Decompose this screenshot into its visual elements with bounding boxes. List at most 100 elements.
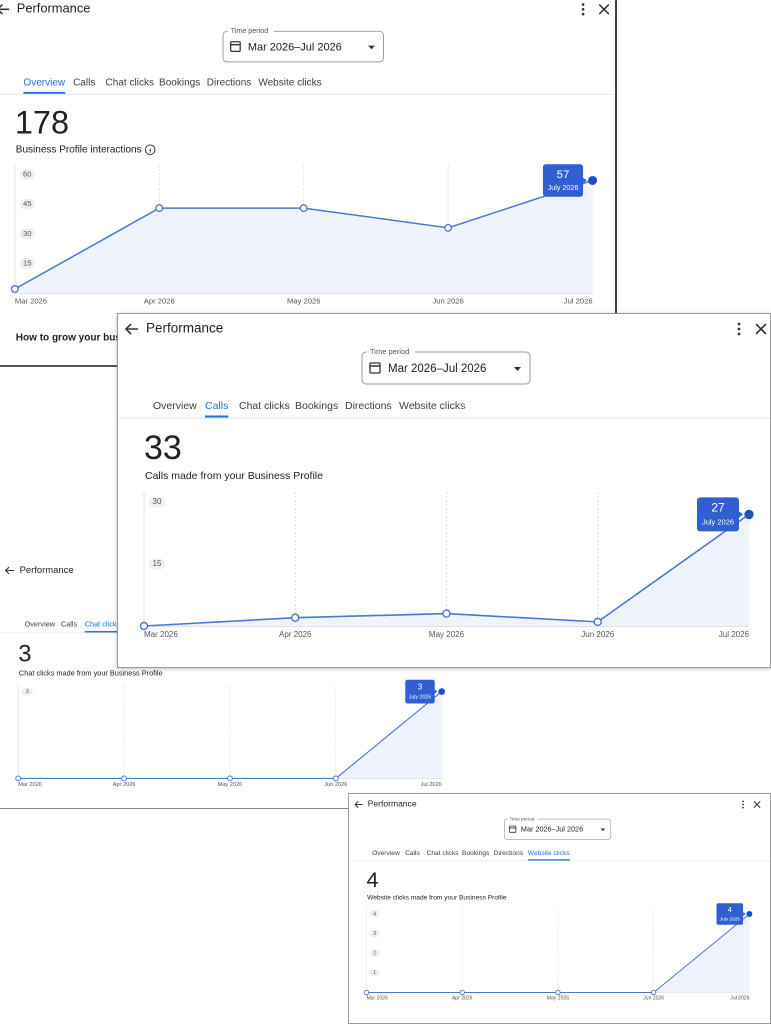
tab[interactable]: Bookings [159, 78, 200, 89]
time-period-label-bg [367, 347, 415, 357]
y-tick-pill [19, 198, 35, 210]
dropdown-arrow[interactable] [368, 45, 375, 50]
x-tick-label: May 2026 [218, 782, 243, 788]
point[interactable] [363, 989, 369, 995]
y-tick-label: 3 [26, 689, 29, 695]
dropdown-arrow[interactable] [600, 828, 605, 831]
point[interactable] [291, 613, 300, 622]
selected-point[interactable] [588, 175, 598, 185]
more-menu-dot[interactable] [737, 322, 741, 326]
point[interactable] [442, 609, 451, 618]
tab[interactable]: Chat clicks [239, 400, 290, 412]
close-button[interactable] [752, 800, 761, 808]
time-period-label: Time period [509, 816, 534, 822]
y-tick-label: 1 [373, 970, 376, 976]
tab[interactable]: Overview [153, 400, 197, 412]
close-button[interactable] [755, 323, 767, 335]
close-button[interactable] [598, 4, 610, 15]
x-tick-label: Apr 2026 [451, 995, 472, 1001]
tooltip [405, 679, 435, 703]
selected-point[interactable] [745, 910, 752, 917]
point[interactable] [10, 285, 19, 294]
back-arrow[interactable] [4, 566, 14, 574]
y-tick-pill [149, 558, 165, 570]
tab[interactable]: Bookings [462, 849, 490, 856]
point[interactable] [121, 774, 128, 781]
tab[interactable]: Calls [205, 400, 228, 412]
selected-point[interactable] [744, 509, 754, 520]
more-menu-dot[interactable] [741, 799, 744, 802]
back-arrow[interactable] [0, 4, 10, 15]
calendar-icon [508, 825, 516, 833]
tab[interactable]: Chat clicks [85, 619, 121, 628]
x-tick-label: Mar 2026 [18, 782, 42, 788]
header-title: Performance [20, 565, 74, 576]
y-tick-label: 60 [23, 170, 31, 179]
x-tick-label: Jun 2026 [324, 782, 347, 788]
more-menu-dot[interactable] [741, 803, 744, 805]
time-period-value: Mar 2026–Jul 2026 [248, 41, 342, 53]
back-arrow[interactable] [353, 800, 363, 808]
x-tick-label: Jul 2026 [719, 630, 750, 639]
tab[interactable]: Overview [372, 849, 400, 856]
tab[interactable]: Website clicks [527, 849, 570, 856]
tooltip [542, 164, 584, 197]
tab[interactable]: Bookings [295, 400, 338, 412]
tab[interactable]: Calls [405, 849, 420, 856]
point[interactable] [139, 621, 149, 631]
tab[interactable]: Overview [23, 78, 66, 89]
x-tick-label: Jul 2026 [564, 297, 593, 306]
point[interactable] [593, 617, 602, 627]
time-period-box[interactable] [361, 351, 531, 385]
point[interactable] [299, 204, 308, 213]
area [18, 691, 442, 778]
y-tick-label: 30 [153, 497, 162, 506]
active-tab-indicator [527, 858, 570, 861]
tooltip-label: July 2026 [409, 694, 432, 700]
tab[interactable]: Website clicks [399, 400, 465, 412]
point[interactable] [332, 774, 339, 781]
metric-label: Website clicks made from your Business P… [367, 894, 507, 901]
point[interactable] [459, 989, 465, 995]
more-menu-dot[interactable] [581, 3, 585, 6]
time-period-box[interactable] [503, 818, 611, 840]
point[interactable] [554, 989, 561, 995]
y-tick-pill [369, 929, 380, 937]
point[interactable] [650, 989, 656, 995]
active-tab-indicator [205, 415, 229, 418]
y-tick-label: 4 [373, 911, 376, 917]
point[interactable] [227, 774, 233, 781]
total-value: 178 [15, 104, 69, 140]
tab[interactable]: Directions [345, 400, 392, 412]
tab[interactable]: Calls [61, 619, 78, 628]
more-menu-dot[interactable] [581, 12, 585, 16]
tab[interactable]: Website clicks [258, 78, 321, 89]
info-icon[interactable] [144, 144, 156, 155]
tab[interactable]: Directions [207, 78, 252, 89]
time-period-label: Time period [231, 27, 269, 35]
tab[interactable]: Overview [25, 619, 56, 628]
tooltip-value: 57 [557, 169, 570, 181]
tab[interactable]: Calls [73, 78, 95, 89]
time-period-value: Mar 2026–Jul 2026 [520, 824, 582, 833]
time-period-box[interactable] [222, 30, 384, 63]
tooltip-label: July 2026 [702, 517, 734, 526]
tab[interactable]: Chat clicks [106, 78, 154, 89]
tooltip-pointer [742, 911, 746, 916]
more-menu-dot[interactable] [737, 332, 741, 336]
point[interactable] [155, 204, 164, 213]
more-menu-dot[interactable] [581, 7, 585, 11]
point[interactable] [15, 774, 22, 781]
selected-point[interactable] [438, 687, 445, 695]
point[interactable] [444, 223, 453, 232]
tab[interactable]: Chat clicks [426, 849, 459, 856]
more-menu-dot[interactable] [737, 327, 741, 331]
tab[interactable]: Directions [493, 849, 523, 856]
more-menu-dot[interactable] [741, 806, 744, 809]
tooltip-value: 3 [418, 681, 423, 691]
tooltip-label: July 2026 [719, 916, 740, 922]
back-arrow[interactable] [124, 323, 138, 335]
dropdown-arrow[interactable] [514, 367, 521, 371]
x-tick-label: May 2026 [287, 297, 321, 306]
performance-panel: Performance Time period Mar 2026–Jul 2026 O… [348, 793, 771, 1024]
